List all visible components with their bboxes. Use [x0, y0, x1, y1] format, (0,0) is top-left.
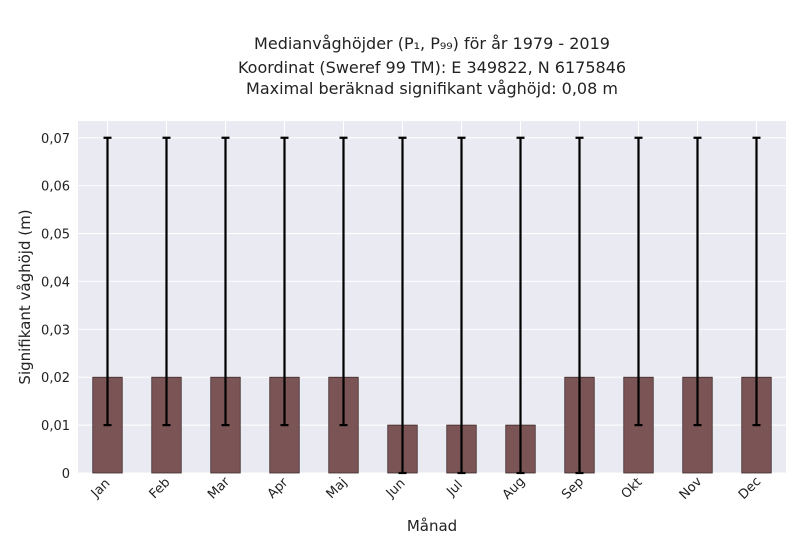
y-tick-label: 0,02	[41, 371, 70, 386]
x-tick-label: Maj	[324, 475, 351, 502]
x-tick-label: Jul	[443, 478, 465, 500]
y-axis-label: Signifikant våghöjd (m)	[16, 209, 34, 384]
x-tick-label: Nov	[677, 474, 706, 503]
x-tick-label: Apr	[265, 475, 292, 502]
y-tick-label: 0,06	[41, 180, 70, 195]
x-tick-label: Jan	[88, 476, 113, 501]
x-tick-label: Feb	[147, 475, 174, 502]
y-tick-label: 0,03	[41, 323, 70, 338]
x-tick-label: Okt	[619, 475, 646, 502]
x-tick-label: Sep	[559, 475, 587, 503]
y-tick-label: 0,01	[41, 419, 70, 434]
plot-background	[78, 121, 786, 473]
chart-title-line-2: Koordinat (Sweref 99 TM): E 349822, N 61…	[237, 58, 627, 77]
y-tick-label: 0,05	[41, 228, 70, 243]
x-tick-label: Mar	[205, 474, 233, 502]
x-axis-label: Månad	[407, 517, 457, 535]
x-tick-label: Jun	[383, 476, 409, 502]
y-tick-label: 0,07	[41, 132, 70, 147]
chart-title-line-1: Medianvåghöjder (P₁, P₉₉) för år 1979 - …	[254, 34, 610, 53]
y-tick-label: 0	[62, 467, 70, 482]
x-tick-label: Dec	[736, 474, 764, 502]
x-tick-label: Aug	[500, 474, 529, 503]
chart-title-line-3: Maximal beräknad signifikant våghöjd: 0,…	[246, 79, 618, 98]
y-tick-label: 0,04	[41, 275, 70, 290]
